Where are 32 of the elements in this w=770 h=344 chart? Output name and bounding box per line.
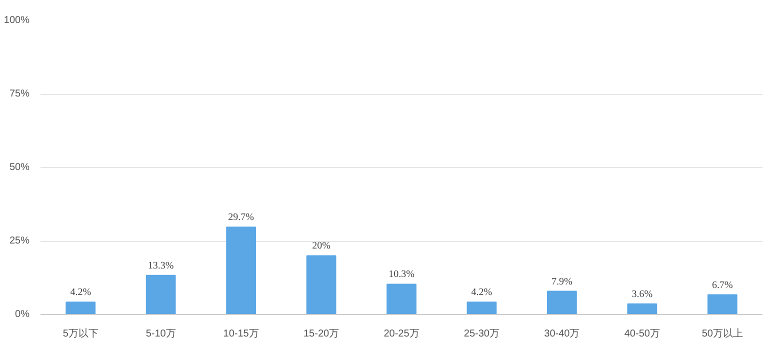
bar <box>707 294 738 314</box>
bar <box>547 290 577 314</box>
bar <box>66 302 96 314</box>
data-label: 29.7% <box>228 212 254 224</box>
data-label: 13.3% <box>148 260 174 272</box>
y-tick-label: 100% <box>4 15 30 26</box>
y-tick-label: 25% <box>9 236 30 246</box>
x-tick-label: 10-15万 <box>223 328 259 340</box>
x-tick-label: 25-30万 <box>464 328 500 340</box>
x-tick-label: 30-40万 <box>544 328 580 340</box>
y-tick-label: 0% <box>15 309 30 320</box>
bar <box>386 284 416 314</box>
data-label: 7.9% <box>552 276 572 288</box>
y-tick-label: 75% <box>9 88 30 100</box>
bar <box>466 302 497 314</box>
bar <box>226 226 256 314</box>
data-label: 3.6% <box>632 288 653 300</box>
x-tick-label: 20-25万 <box>384 328 420 340</box>
y-tick-label: 50% <box>9 162 30 173</box>
data-label: 4.2% <box>471 287 492 298</box>
data-label: 10.3% <box>388 269 414 280</box>
x-tick-label: 15-20万 <box>303 328 340 340</box>
bar <box>146 274 176 314</box>
bar <box>306 255 336 314</box>
x-tick-label: 40-50万 <box>624 328 660 340</box>
x-tick-label: 50万以上 <box>702 328 743 340</box>
data-label: 20% <box>312 240 330 252</box>
x-tick-label: 5万以下 <box>62 328 98 340</box>
x-tick-label: 5-10万 <box>146 328 176 340</box>
data-label: 6.7% <box>712 280 733 291</box>
data-label: 4.2% <box>70 287 92 298</box>
bar <box>627 303 658 314</box>
